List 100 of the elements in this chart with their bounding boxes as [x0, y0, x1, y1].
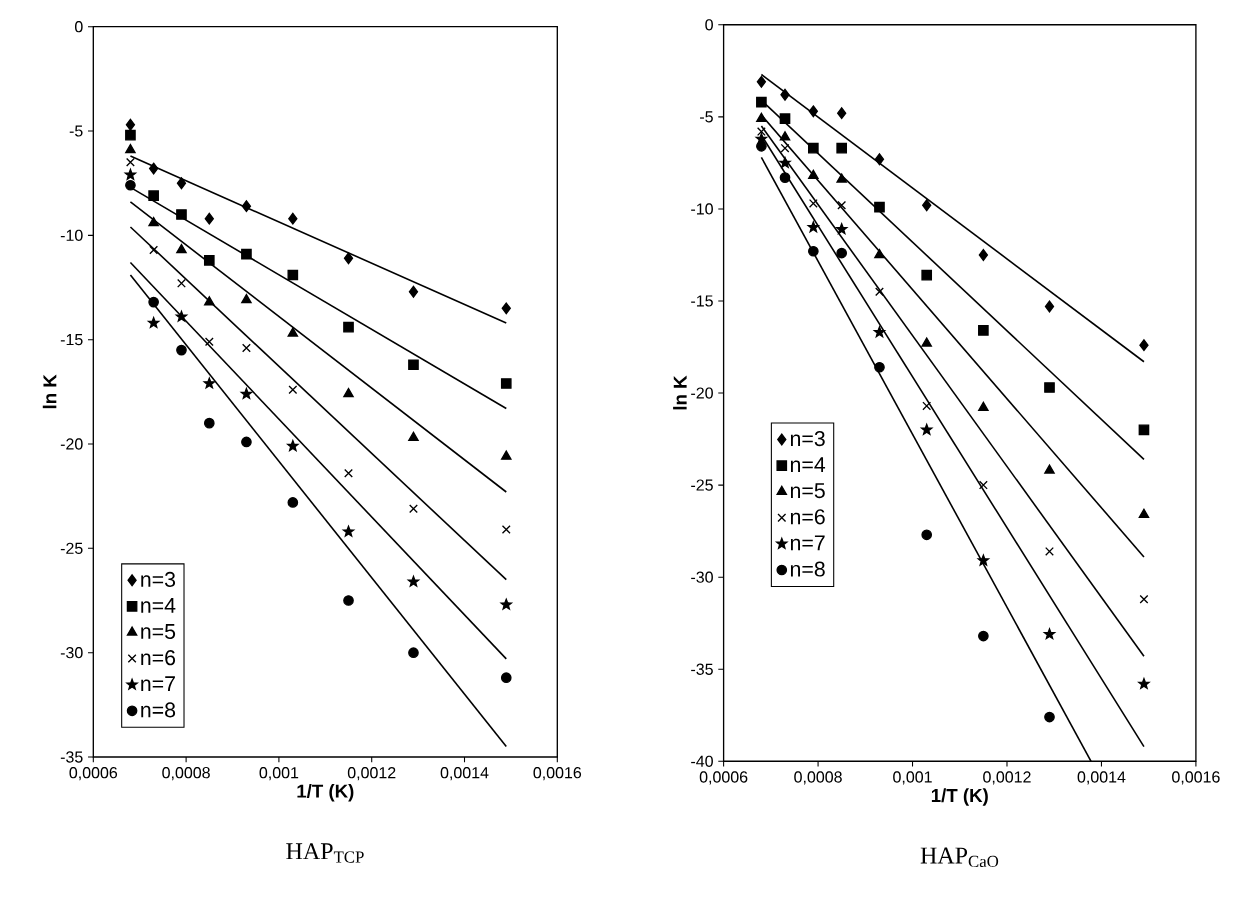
- y-tick-label: -35: [691, 663, 713, 675]
- point: [287, 269, 299, 281]
- point: [1044, 382, 1055, 393]
- x-tick-label: 0,0014: [1077, 771, 1126, 785]
- x-tick-label: 0,0012: [347, 767, 396, 781]
- point: [875, 287, 884, 297]
- point: [125, 179, 136, 191]
- point: [500, 672, 512, 684]
- point: [756, 127, 766, 137]
- point: [501, 525, 511, 534]
- legend-label: n=5: [790, 483, 825, 499]
- y-tick-label: -10: [60, 229, 83, 241]
- point: [500, 450, 512, 460]
- y-tick-label: -20: [691, 387, 713, 399]
- point: [148, 216, 159, 227]
- point: [808, 169, 819, 180]
- point: [176, 344, 187, 356]
- point: [176, 177, 187, 190]
- x-tick-label: 0,0016: [1172, 771, 1220, 785]
- point: [342, 525, 355, 537]
- point: [288, 385, 298, 395]
- point: [836, 173, 847, 183]
- point: [240, 387, 253, 399]
- legend-label: n=6: [790, 509, 825, 525]
- legend-label: n=3: [790, 431, 825, 447]
- y-tick-label: -30: [691, 571, 713, 583]
- point: [978, 325, 989, 336]
- point: [287, 440, 299, 452]
- y-axis-title: ln K: [42, 374, 57, 409]
- point: [756, 75, 767, 88]
- legend-label: n=3: [141, 571, 176, 587]
- point: [343, 252, 354, 265]
- x-axis-title: 1/T (K): [297, 784, 354, 802]
- point: [241, 200, 252, 213]
- y-tick-label: -40: [691, 755, 713, 767]
- point: [1044, 711, 1055, 723]
- point: [204, 337, 214, 347]
- point: [873, 326, 886, 338]
- point: [408, 647, 419, 658]
- y-tick-label: 0: [705, 19, 713, 31]
- point: [500, 378, 512, 389]
- point: [808, 142, 819, 154]
- point: [175, 310, 188, 322]
- y-tick-label: 0: [74, 21, 83, 33]
- point: [287, 327, 299, 337]
- point: [125, 118, 136, 131]
- point: [874, 248, 885, 259]
- point: [874, 153, 885, 166]
- point: [756, 112, 767, 123]
- point: [125, 129, 136, 141]
- point: [204, 212, 214, 225]
- point: [148, 162, 159, 175]
- point: [836, 142, 848, 154]
- point: [837, 200, 847, 210]
- point: [978, 401, 989, 412]
- point: [1139, 339, 1149, 352]
- point: [203, 255, 215, 266]
- point: [807, 221, 820, 233]
- point: [779, 172, 791, 183]
- point: [779, 156, 791, 168]
- point: [287, 497, 299, 508]
- point: [808, 245, 819, 257]
- point: [808, 105, 819, 118]
- point: [407, 575, 420, 587]
- point: [241, 436, 252, 448]
- point: [1138, 677, 1150, 689]
- point: [756, 96, 767, 108]
- x-tick-label: 0,001: [259, 767, 299, 781]
- legend-label: n=4: [141, 598, 176, 613]
- point: [1043, 628, 1056, 640]
- y-tick-label: -5: [69, 125, 83, 137]
- point: [148, 190, 159, 202]
- point: [501, 302, 511, 315]
- y-tick-label: -30: [60, 647, 83, 659]
- y-tick-label: -35: [60, 751, 83, 763]
- point: [921, 337, 932, 347]
- point: [408, 285, 419, 298]
- point: [874, 361, 885, 373]
- point: [779, 131, 791, 141]
- y-tick-label: -25: [691, 479, 713, 491]
- point: [125, 157, 135, 167]
- point: [241, 294, 252, 304]
- point: [978, 630, 989, 642]
- point: [1139, 594, 1149, 604]
- point: [176, 209, 187, 220]
- y-axis-title: ln K: [673, 375, 687, 410]
- point: [922, 401, 932, 411]
- point: [148, 296, 159, 308]
- point: [1044, 464, 1055, 474]
- legend-label: n=5: [141, 624, 176, 639]
- y-tick-label: -15: [691, 295, 713, 307]
- point: [978, 248, 989, 261]
- point: [780, 88, 790, 101]
- y-tick-label: -10: [691, 203, 713, 215]
- y-tick-label: -15: [60, 334, 83, 346]
- point: [500, 598, 513, 610]
- x-axis-title: 1/T (K): [931, 788, 988, 806]
- x-tick-label: 0,0008: [794, 771, 842, 785]
- point: [343, 321, 354, 333]
- x-tick-label: 0,0006: [69, 767, 118, 781]
